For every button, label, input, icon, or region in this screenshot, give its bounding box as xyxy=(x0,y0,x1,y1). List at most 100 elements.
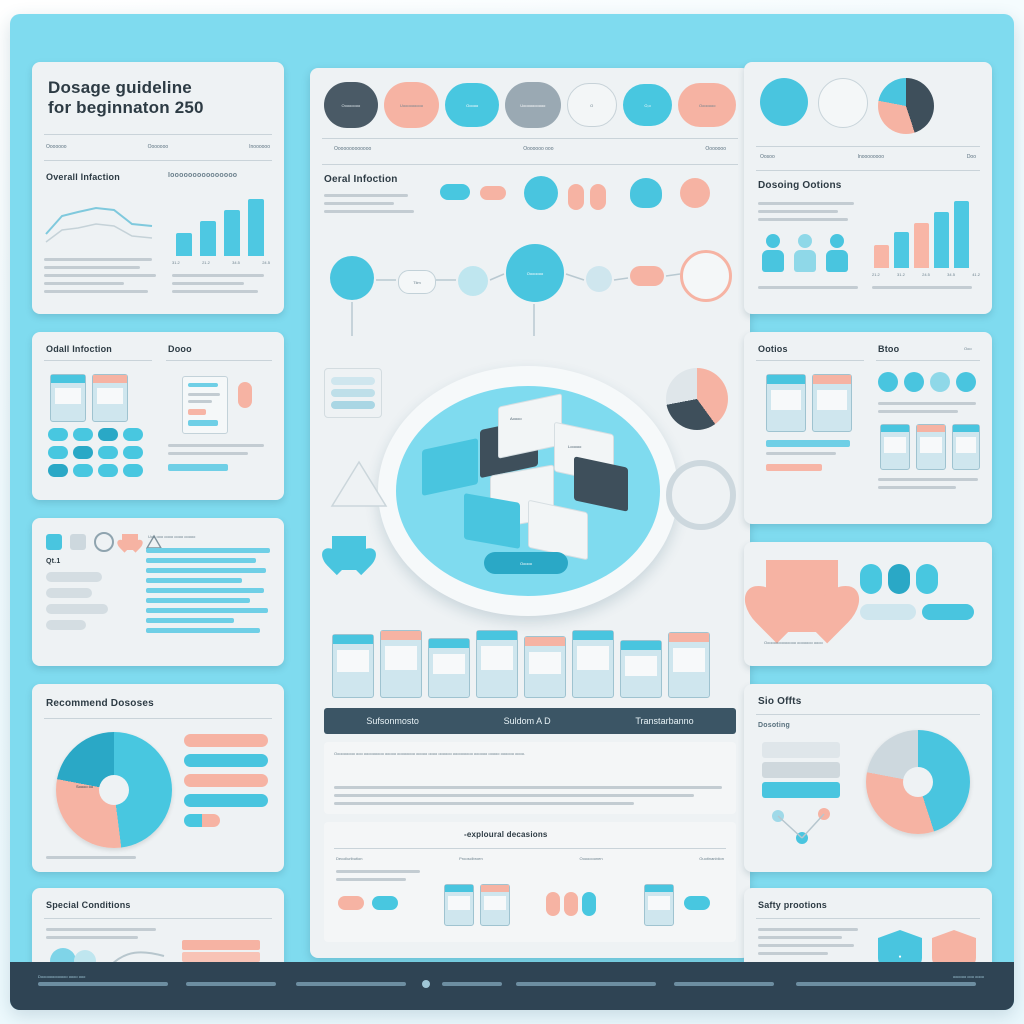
vial-row xyxy=(332,624,730,698)
metrics-table-header: Uoo ooo oooo oooo ooooo xyxy=(148,534,196,539)
sub-col-2: Ooooooonen xyxy=(579,856,603,861)
tab-1[interactable]: Ooooooo xyxy=(147,144,169,150)
banner-item-2: Transtarbanno xyxy=(635,716,694,726)
center-panel[interactable]: Oooooooo Uooooooooo Ooooo Uoooooooooo O xyxy=(310,68,750,958)
divider xyxy=(44,134,272,135)
center-top-pill-row: Oooooooo Uooooooooo Ooooo Uoooooooooo O xyxy=(324,82,736,128)
top-pill-1: Uooooooooo xyxy=(400,102,423,108)
dosing-options-title: Dosoing Ootions xyxy=(758,180,842,191)
side-effects-subtitle: Dosoting xyxy=(758,722,790,729)
bar-chart xyxy=(172,188,270,256)
center-subsection-title: -exploural decasions xyxy=(464,830,548,839)
dose-circle-row xyxy=(878,372,976,392)
side-effects-card[interactable]: Sio Offts Dosoting xyxy=(744,684,992,872)
product-card-title-left: Odall Infoction xyxy=(46,344,112,354)
page-title-line1: Dosage guideline xyxy=(48,78,192,97)
banner-item-0: Sufsonmosto xyxy=(366,716,419,726)
sub-col-1: Proosclbroen xyxy=(459,856,483,861)
sub-col-0: Decolluribution xyxy=(336,856,363,861)
top-pill-5: O,o xyxy=(644,102,651,108)
safety-precautions-title: Safty prootions xyxy=(758,900,828,910)
footer-right-text: oooooo ooo oooo xyxy=(952,974,984,979)
pill-grid xyxy=(48,428,148,477)
bar-label-3: 24.5 xyxy=(262,260,270,265)
center-banner: Sufsonmosto Suldom A D Transtarbanno xyxy=(324,708,736,734)
heart-card[interactable]: Oooooooooooooo ooooooo oooo xyxy=(744,542,992,666)
heart-icon-large xyxy=(766,560,838,632)
server-stack-icon xyxy=(762,742,840,798)
dosing-bar-label-4: 41.2 xyxy=(972,272,980,277)
line-chart xyxy=(45,206,153,243)
overview-card-title: Overall Infaction xyxy=(46,172,120,182)
page-title-line2: for beginnaton 250 xyxy=(48,98,204,117)
product-card[interactable]: Odall Infoction Dooo xyxy=(32,332,284,500)
stack-layer-2 xyxy=(182,952,260,962)
banner-item-1: Suldom A D xyxy=(503,716,551,726)
pill-bottle-2 xyxy=(92,374,128,422)
bar-label-0: 31.2 xyxy=(172,260,180,265)
center-section-title: Oeral Infoction xyxy=(324,174,398,185)
cube-label-1: Aoooo xyxy=(510,416,522,421)
flow-hub-label: Ooooooo xyxy=(526,270,544,276)
bar-label-1: 21.2 xyxy=(202,260,210,265)
cube-7 xyxy=(464,493,520,549)
bottles-badge: Ooo xyxy=(964,346,972,351)
dosing-bar-chart xyxy=(872,190,980,268)
heart-card-caption: Oooooooooooooo ooooooo oooo xyxy=(764,640,823,645)
dosing-tab-1[interactable]: Inoooooooo xyxy=(857,154,884,160)
metric-icons xyxy=(46,532,162,552)
heart-card-pills xyxy=(860,564,938,594)
poster-inner: Dosage guideline for beginnaton 250 Oooo… xyxy=(32,40,992,994)
dosing-bar-label-2: 24.5 xyxy=(922,272,930,277)
side-effects-donut xyxy=(866,730,970,834)
triangle-shape xyxy=(330,460,388,507)
dosing-tab-2[interactable]: Doo xyxy=(966,154,976,160)
bottles-title-left: Ootios xyxy=(758,344,788,354)
dosing-options-card[interactable]: Oosoo Inoooooooo Doo Dosoing Ootions xyxy=(744,62,992,314)
center-subsection[interactable]: -exploural decasions Decolluribution Pro… xyxy=(324,822,736,942)
tab-0[interactable]: Ooooooo xyxy=(46,144,67,150)
document-icon xyxy=(182,376,228,434)
footer-bar: Doooooooooooo oooo ooo oooooo ooo oooo xyxy=(10,962,1014,1010)
footer-text: Doooooooooooo oooo ooo xyxy=(38,974,86,979)
side-ring xyxy=(666,460,736,530)
dosing-bar-label-0: 21.2 xyxy=(872,272,880,277)
shield-label-1: ● xyxy=(898,954,901,960)
dosing-top-icons xyxy=(760,78,934,134)
pill-bottle-1 xyxy=(50,374,86,422)
overview-card[interactable]: Dosage guideline for beginnaton 250 Oooo… xyxy=(32,62,284,314)
side-donut xyxy=(666,368,728,430)
dosage-donut-chart: Soooo oo xyxy=(56,732,172,848)
top-pill-0: Oooooooo xyxy=(341,102,361,108)
recommended-dosage-card[interactable]: Recommend Dososes Soooo oo xyxy=(32,684,284,872)
center-paragraph-card: Ooooooooo ooo ooooooooo ooooo oooooooo o… xyxy=(324,742,736,814)
central-ellipse: Ooooo Aoooo Looooo xyxy=(378,366,678,616)
center-icon-row xyxy=(440,174,730,230)
bar-label-2: 34.5 xyxy=(232,260,240,265)
divider-2 xyxy=(44,160,272,161)
metrics-card[interactable]: Qt.1 Uoo ooo oooo oooo ooooo xyxy=(32,518,284,666)
bottles-title-right: Btoo xyxy=(878,344,900,354)
stack-layer-1 xyxy=(182,940,260,950)
top-pill-3: Uoooooooooo xyxy=(520,102,546,108)
cube-label-2: Looooo xyxy=(568,444,582,449)
bottles-card[interactable]: Ootios Btoo Ooo xyxy=(744,332,992,524)
top-pill-6: Ooooooo xyxy=(699,102,716,108)
donut-label-0: Soooo oo xyxy=(76,784,94,789)
side-effects-title: Sio Offts xyxy=(758,696,802,707)
center-paragraph-text: Ooooooooo ooo ooooooooo ooooo oooooooo o… xyxy=(334,751,526,756)
center-tab-2[interactable]: Ooooooo xyxy=(705,146,726,152)
dosing-tab-0[interactable]: Oosoo xyxy=(760,154,775,160)
tab-2[interactable]: Inoooooo xyxy=(249,144,270,150)
metrics-title: Qt.1 xyxy=(46,558,61,565)
dosing-bar-label-3: 34.5 xyxy=(947,272,955,277)
center-tab-0[interactable]: Ooooooooooooo xyxy=(334,146,372,152)
product-card-title-right: Dooo xyxy=(168,344,192,354)
recommended-dosage-title: Recommend Dososes xyxy=(46,698,154,709)
person-icons xyxy=(762,234,848,272)
center-tab-1[interactable]: Ooooooo ooo xyxy=(523,146,554,152)
capsule-icon xyxy=(238,382,252,408)
cube-label-0: Ooooo xyxy=(519,560,532,566)
flow-diagram: Tiim Ooooooo xyxy=(324,236,736,356)
top-pill-4: O xyxy=(590,102,594,108)
